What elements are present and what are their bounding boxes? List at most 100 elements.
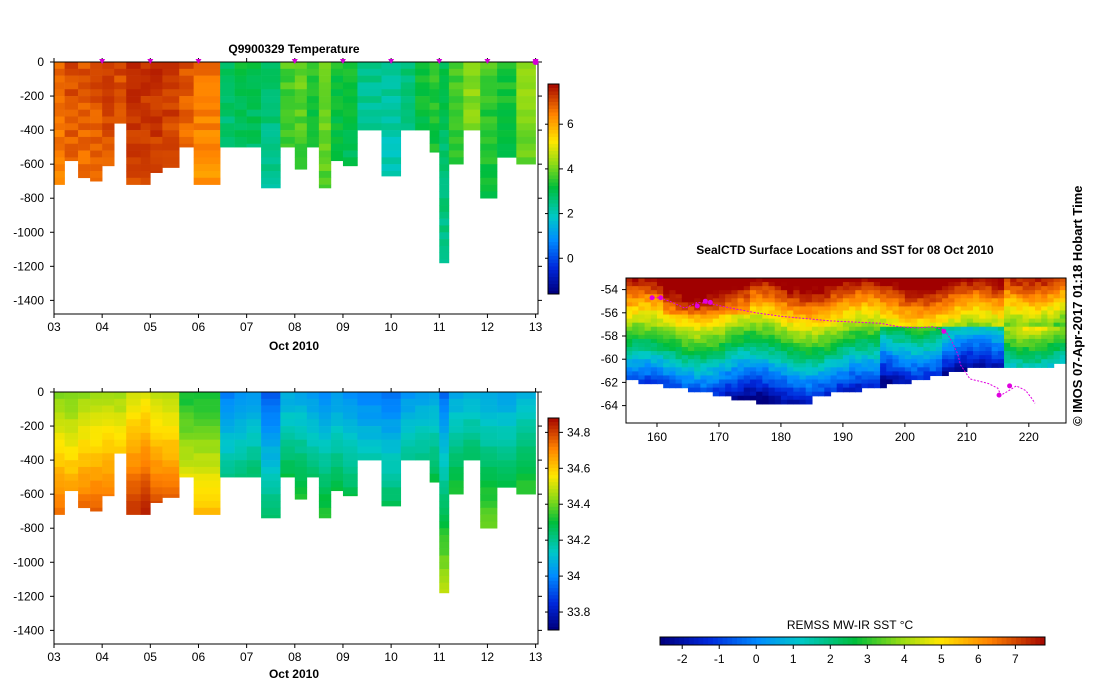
sst-cell xyxy=(644,294,652,299)
sst-cell xyxy=(737,347,745,352)
sst-cell xyxy=(979,338,987,344)
map-x-tick-label: 180 xyxy=(771,430,791,444)
sst-cell xyxy=(917,342,925,348)
colorbar-swatch xyxy=(548,140,559,144)
sst-cell xyxy=(793,338,801,344)
profile-cell xyxy=(306,116,320,124)
sst-cell xyxy=(700,326,708,332)
sst-cell xyxy=(737,298,745,303)
profile-cell xyxy=(126,150,141,158)
profile-cell xyxy=(280,446,296,454)
sst-cell xyxy=(656,347,664,352)
sst-cell xyxy=(681,322,689,328)
sst-cell xyxy=(942,302,949,308)
profile-cell xyxy=(497,412,517,420)
profile-cell xyxy=(429,398,440,406)
profile-cell xyxy=(54,68,65,76)
profile-cell xyxy=(280,136,296,145)
sst-cell xyxy=(656,326,664,332)
profile-cell xyxy=(261,500,281,509)
profile-cell xyxy=(516,460,536,468)
sst-cell xyxy=(694,322,701,328)
sst-cell xyxy=(867,290,875,295)
sst-cell xyxy=(948,306,956,312)
profile-cell xyxy=(140,473,151,481)
profile-cell xyxy=(306,102,320,110)
sst-cell xyxy=(954,347,962,352)
sst-cell xyxy=(849,298,856,303)
sst-cell xyxy=(935,371,943,377)
sst-cell xyxy=(898,286,906,291)
sst-cell xyxy=(997,302,1005,308)
profile-cell xyxy=(439,412,450,420)
sst-cell xyxy=(706,371,714,377)
sst-cell xyxy=(818,383,825,389)
sst-cell xyxy=(929,355,937,360)
profile-cell xyxy=(330,109,344,117)
profile-cell xyxy=(261,116,281,124)
profile-cell xyxy=(234,123,247,131)
sst-cell xyxy=(824,334,832,340)
profile-cell xyxy=(261,164,281,172)
sst-cell xyxy=(663,326,670,332)
sst-cell xyxy=(626,310,633,316)
sst-cell xyxy=(756,306,763,312)
profile-cell xyxy=(306,392,320,400)
sst-cell xyxy=(1053,314,1061,320)
sst-cell xyxy=(694,310,701,316)
sst-cell xyxy=(1041,342,1049,348)
profile-cell xyxy=(429,405,440,413)
sst-cell xyxy=(873,306,881,312)
profile-cell xyxy=(179,109,194,117)
sst-cell xyxy=(712,391,720,397)
sst-cell xyxy=(1053,294,1061,299)
sst-cell xyxy=(731,379,739,385)
profile-cell xyxy=(448,466,464,475)
sst-cell xyxy=(849,383,856,389)
sst-cell xyxy=(849,282,856,287)
sst-cell xyxy=(929,322,937,328)
sst-cell xyxy=(799,290,807,295)
sst-cell xyxy=(737,326,745,332)
sst-cell xyxy=(892,371,900,377)
sst-cell xyxy=(780,363,788,368)
profile-cell xyxy=(448,116,464,124)
sst-cell xyxy=(867,286,875,291)
map-x-tick-label: 190 xyxy=(833,430,853,444)
sst-cell xyxy=(626,351,633,356)
profile-cell xyxy=(381,398,402,406)
sst-cell xyxy=(756,399,763,405)
profile-cell xyxy=(140,109,151,117)
profile-cell xyxy=(381,439,402,447)
sst-cell xyxy=(780,383,788,389)
sst-cell xyxy=(830,379,838,385)
profile-cell xyxy=(330,68,344,76)
sst-cell xyxy=(799,387,807,393)
sst-cell xyxy=(824,379,832,385)
sst-cell xyxy=(725,383,732,389)
profile-cell xyxy=(114,82,127,90)
profile-cell xyxy=(179,392,194,400)
profile-cell xyxy=(497,82,517,90)
sst-cell xyxy=(650,278,658,283)
sst-cell xyxy=(675,306,683,312)
sst-cell xyxy=(780,290,788,295)
sst-cell xyxy=(811,367,819,372)
sst-cell xyxy=(706,342,714,348)
profile-cell xyxy=(480,130,498,138)
sst-cell xyxy=(861,318,869,324)
sst-cell xyxy=(935,338,943,344)
profile-cell xyxy=(463,398,481,406)
sst-cell xyxy=(805,314,813,320)
sst-cell xyxy=(942,282,949,287)
profile-cell xyxy=(78,109,91,117)
sst-colorbar-swatch xyxy=(929,637,935,645)
sst-cell xyxy=(731,330,739,336)
sst-cell xyxy=(774,351,782,356)
profile-cell xyxy=(480,136,498,145)
profile-cell xyxy=(439,177,450,185)
sst-cell xyxy=(681,359,689,364)
profile-cell xyxy=(280,412,296,420)
sst-cell xyxy=(917,351,925,356)
sst-cell xyxy=(656,367,664,372)
